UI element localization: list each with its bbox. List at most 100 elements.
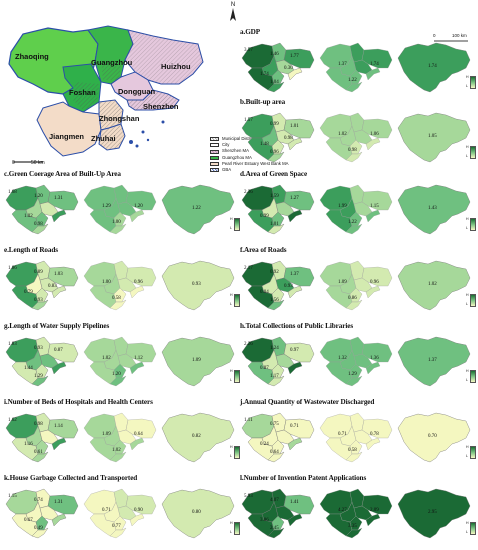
map-region bbox=[353, 505, 373, 521]
map-value-label: 1.16 bbox=[24, 442, 33, 447]
map-value-label: 1.31 bbox=[54, 500, 63, 505]
map-region bbox=[109, 223, 127, 235]
map-region bbox=[287, 513, 303, 527]
gradient-low-label: L bbox=[466, 84, 468, 88]
map-value-label: 1.44 bbox=[24, 366, 33, 371]
gradient-legend bbox=[470, 146, 476, 159]
indicator-map-1 bbox=[241, 412, 315, 463]
small-scale-left: 0 bbox=[433, 33, 436, 38]
map-region bbox=[129, 513, 145, 527]
map-value-label: 0.70 bbox=[428, 434, 437, 439]
map-value-label: 0.82 bbox=[192, 434, 201, 439]
gradient-legend bbox=[470, 370, 476, 383]
map-region bbox=[287, 67, 303, 81]
overview-scale-right: 50 km bbox=[31, 160, 45, 166]
map-value-label: 4.27 bbox=[338, 508, 347, 513]
indicator-map-3 bbox=[397, 260, 471, 311]
gradient-legend bbox=[470, 218, 476, 231]
map-value-label: 1.12 bbox=[134, 356, 143, 361]
map-value-label: 1.37 bbox=[338, 62, 347, 67]
map-value-label: 1.22 bbox=[348, 220, 357, 225]
map-value-label: 0.80 bbox=[192, 510, 201, 515]
indicator-map-2 bbox=[319, 412, 393, 463]
indicator-map-2 bbox=[319, 488, 393, 539]
map-value-label: 1.15 bbox=[370, 204, 379, 209]
map-region bbox=[353, 277, 373, 293]
panel-title: a.GDP bbox=[240, 28, 261, 36]
gradient-high-label: H bbox=[466, 293, 469, 297]
gradient-legend bbox=[470, 446, 476, 459]
map-value-label: 0.64 bbox=[270, 450, 279, 455]
map-region bbox=[345, 527, 363, 539]
gradient-low-label: L bbox=[466, 378, 468, 382]
map-value-label: 0.98 bbox=[348, 148, 357, 153]
city-label-zhaoqing: Zhaoqing bbox=[15, 52, 49, 61]
map-region bbox=[161, 336, 235, 387]
map-value-label: 1.03 bbox=[54, 272, 63, 277]
panel-title: b.Built-up area bbox=[240, 98, 286, 106]
map-value-label: 0.58 bbox=[348, 448, 357, 453]
panel-title: f.Area of Roads bbox=[240, 246, 287, 254]
map-value-label: 1.02 bbox=[428, 282, 437, 287]
map-value-label: 1.36 bbox=[370, 356, 379, 361]
overview-scale-left: 0 bbox=[12, 160, 15, 166]
panel-title: h.Total Collections of Public Libraries bbox=[240, 322, 354, 330]
map-value-label: 0.89 bbox=[34, 270, 43, 275]
map-value-label: 0.71 bbox=[102, 508, 111, 513]
map-region bbox=[397, 42, 471, 93]
indicator-map-3 bbox=[161, 336, 235, 387]
map-value-label: 4.07 bbox=[270, 498, 279, 503]
map-value-label: 1.74 bbox=[428, 64, 437, 69]
indicator-map-3 bbox=[397, 336, 471, 387]
overview-legend: Municipal District City Shenzhen MA Guangzh… bbox=[210, 136, 289, 173]
map-region bbox=[117, 353, 137, 369]
map-value-label: 1.20 bbox=[34, 194, 43, 199]
map-region bbox=[267, 451, 285, 463]
legend-swatch-icon bbox=[210, 155, 219, 160]
indicator-map-2 bbox=[83, 336, 157, 387]
indicator-map-3 bbox=[161, 184, 235, 235]
gradient-legend bbox=[234, 370, 240, 383]
map-value-label: 1.24 bbox=[270, 346, 279, 351]
map-region bbox=[31, 527, 49, 539]
map-region bbox=[117, 505, 137, 521]
map-region bbox=[365, 361, 381, 375]
map-region bbox=[109, 451, 127, 463]
map-value-label: 1.59 bbox=[270, 194, 279, 199]
gradient-low-label: L bbox=[230, 378, 232, 382]
indicator-map-2 bbox=[319, 260, 393, 311]
gradient-legend bbox=[470, 76, 476, 89]
map-region bbox=[51, 513, 67, 527]
map-value-label: 1.02 bbox=[112, 448, 121, 453]
indicator-panel: e.Length of Roads 1.86 0.89 1.03 0.79 0.93 0.8… bbox=[4, 246, 240, 318]
map-region bbox=[267, 81, 285, 93]
map-value-label: 0.64 bbox=[134, 432, 143, 437]
map-value-label: 0.75 bbox=[270, 422, 279, 427]
panel-title: l.Number of Invention Patent Application… bbox=[240, 474, 367, 482]
map-value-label: 1.09 bbox=[192, 358, 201, 363]
map-region bbox=[161, 488, 235, 539]
map-region bbox=[287, 361, 303, 375]
map-value-label: 3.35 bbox=[348, 524, 357, 529]
map-value-label: 1.83 bbox=[8, 342, 17, 347]
indicator-map-1 bbox=[241, 112, 315, 163]
map-region bbox=[117, 277, 137, 293]
legend-label: Shenzhen MA bbox=[222, 148, 249, 154]
map-value-label: 1.20 bbox=[112, 372, 121, 377]
map-region bbox=[345, 81, 363, 93]
map-region bbox=[397, 488, 471, 539]
map-value-label: 1.11 bbox=[244, 418, 253, 423]
panel-title: j.Annual Quantity of Wastewater Discharg… bbox=[240, 398, 375, 406]
map-value-label: 0.67 bbox=[24, 518, 33, 523]
gradient-high-label: H bbox=[466, 145, 469, 149]
map-region bbox=[275, 505, 295, 521]
map-value-label: 1.37 bbox=[428, 358, 437, 363]
indicator-panel: i.Number of Beds of Hospitals and Health… bbox=[4, 398, 240, 470]
map-value-label: 1.22 bbox=[192, 206, 201, 211]
map-value-label: 1.77 bbox=[290, 54, 299, 59]
indicator-map-2 bbox=[83, 184, 157, 235]
map-region bbox=[353, 429, 373, 445]
map-value-label: 1.29 bbox=[102, 204, 111, 209]
map-value-label: 1.29 bbox=[348, 372, 357, 377]
legend-label: City bbox=[222, 142, 230, 148]
